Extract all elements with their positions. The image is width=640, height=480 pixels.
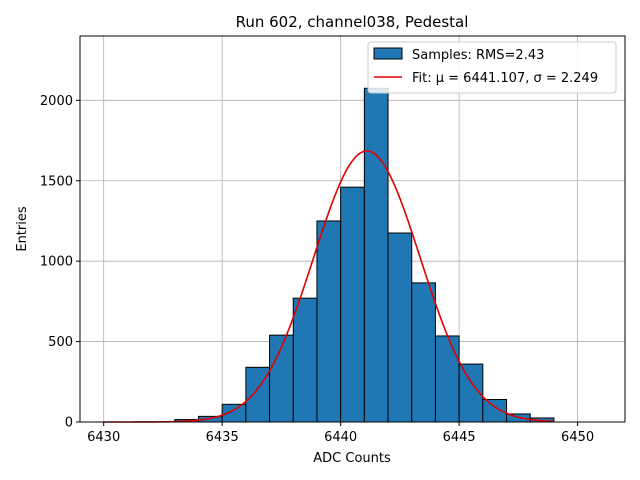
fit-curve bbox=[103, 150, 554, 423]
y-tick-label: 2000 bbox=[40, 94, 73, 109]
chart-title: Run 602, channel038, Pedestal bbox=[236, 13, 469, 31]
legend-label-samples: Samples: RMS=2.43 bbox=[412, 48, 544, 63]
y-axis-label: Entries bbox=[15, 206, 30, 252]
plot-frame bbox=[79, 35, 626, 423]
histogram-bar bbox=[363, 87, 389, 423]
legend-label-fit: Fit: μ = 6441.107, σ = 2.249 bbox=[412, 71, 598, 86]
x-axis-ticks: 6430 6435 6440 6445 6450 bbox=[87, 422, 594, 445]
x-tick-label: 6430 bbox=[87, 430, 120, 445]
histogram-bar bbox=[434, 335, 460, 423]
y-axis-ticks: 0 500 1000 1500 2000 bbox=[40, 94, 80, 431]
histogram-bar bbox=[411, 282, 436, 423]
y-tick-label: 1000 bbox=[40, 255, 73, 270]
x-tick-label: 6450 bbox=[561, 430, 594, 445]
x-tick-label: 6445 bbox=[443, 430, 476, 445]
y-tick-label: 1500 bbox=[40, 174, 73, 189]
x-axis-label: ADC Counts bbox=[313, 451, 391, 466]
x-tick-label: 6435 bbox=[206, 430, 239, 445]
histogram-bars bbox=[174, 87, 555, 423]
histogram-bar bbox=[340, 186, 365, 423]
legend-box bbox=[367, 41, 617, 94]
y-tick-label: 500 bbox=[48, 335, 73, 350]
legend-swatch-samples bbox=[373, 47, 403, 60]
y-tick-label: 0 bbox=[65, 416, 73, 431]
histogram-bar bbox=[316, 220, 342, 423]
x-tick-label: 6440 bbox=[324, 430, 357, 445]
legend: Samples: RMS=2.43 Fit: μ = 6441.107, σ =… bbox=[367, 41, 617, 94]
histogram-bar bbox=[292, 297, 318, 423]
histogram-bar bbox=[387, 232, 413, 423]
